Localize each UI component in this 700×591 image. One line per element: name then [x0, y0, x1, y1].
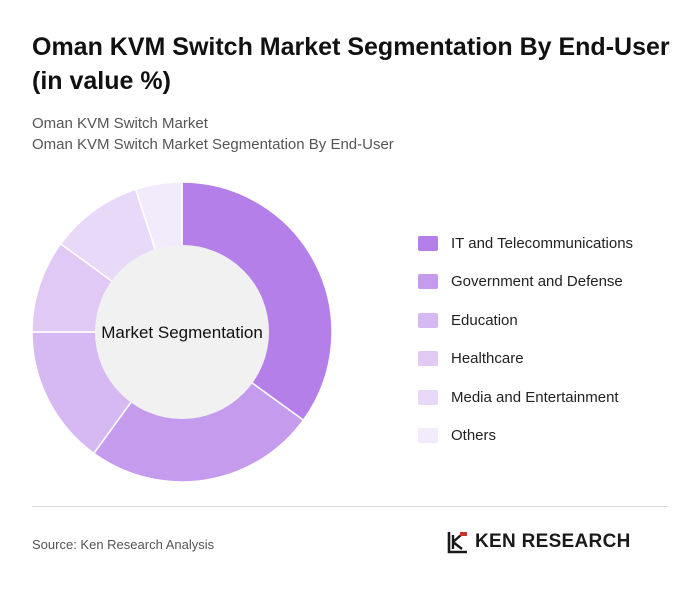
chart-title: Oman KVM Switch Market Segmentation By E…	[32, 33, 670, 95]
donut-hole	[95, 245, 269, 419]
legend-label: Media and Entertainment	[451, 388, 619, 406]
legend-label: IT and Telecommunications	[451, 234, 634, 252]
center-label: Market Segmentation	[101, 323, 263, 342]
legend-swatch	[418, 274, 438, 290]
brand-name: KEN RESEARCH	[475, 531, 631, 552]
subtitle-line-2: Oman KVM Switch Market Segmentation By E…	[32, 136, 394, 153]
legend-item: Government and Defense	[418, 263, 633, 302]
legend-item: Others	[418, 417, 633, 456]
subtitle-line-1: Oman KVM Switch Market	[32, 115, 208, 132]
legend-label: Others	[451, 427, 497, 445]
legend-swatch	[418, 428, 438, 444]
source-note: Source: Ken Research Analysis	[32, 537, 215, 552]
legend-item: Education	[418, 301, 633, 340]
legend-label: Healthcare	[451, 350, 524, 368]
legend-item: Healthcare	[418, 340, 633, 379]
legend-label: Education	[451, 311, 518, 329]
brand-logo: KEN RESEARCH	[447, 530, 631, 554]
legend-swatch	[418, 312, 438, 328]
legend-label: Government and Defense	[451, 273, 623, 291]
legend-swatch	[418, 389, 438, 405]
footer-divider	[32, 506, 668, 507]
chart-subtitle: Oman KVM Switch Market Oman KVM Switch M…	[32, 113, 394, 155]
chart-legend: IT and Telecommunications Government and …	[418, 224, 633, 455]
legend-swatch	[418, 235, 438, 251]
legend-item: Media and Entertainment	[418, 378, 633, 417]
donut-chart: Market Segmentation	[31, 181, 333, 483]
ken-research-logo-icon	[447, 532, 467, 554]
legend-swatch	[418, 351, 438, 367]
legend-item: IT and Telecommunications	[418, 224, 633, 263]
